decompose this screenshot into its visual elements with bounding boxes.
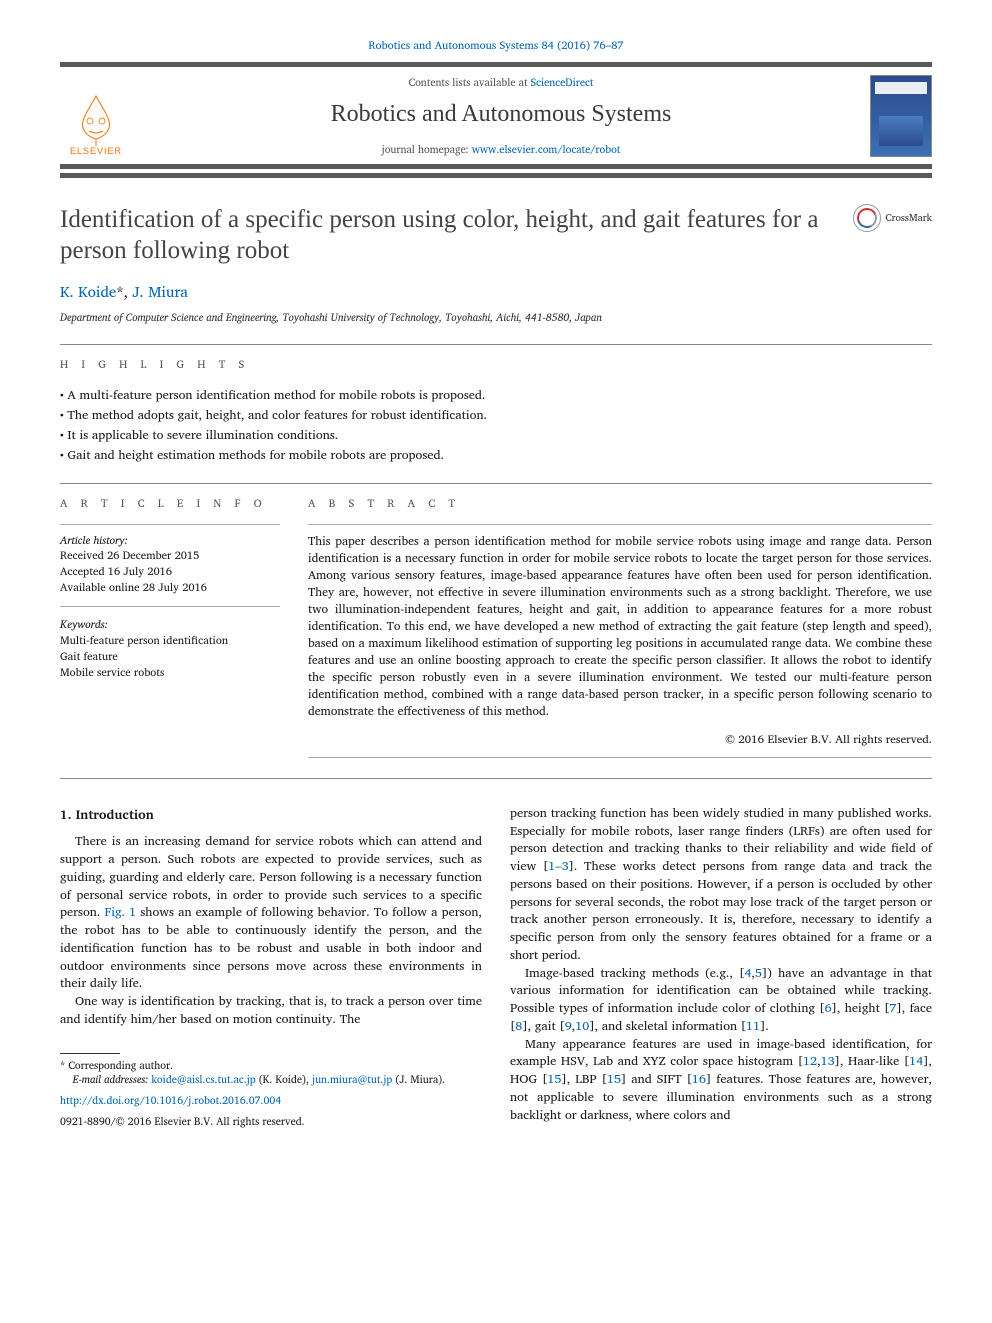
contents-prefix: Contents lists available at xyxy=(409,73,531,91)
email-label: E-mail addresses: xyxy=(73,1070,149,1088)
header-bottom-bar xyxy=(60,173,932,178)
highlight-item: Gait and height estimation methods for m… xyxy=(60,445,932,465)
abstract-copyright: © 2016 Elsevier B.V. All rights reserved… xyxy=(308,730,932,749)
body-divider xyxy=(60,778,932,779)
highlight-item: A multi-feature person identification me… xyxy=(60,385,932,405)
authors-line: K. Koide*, J. Miura xyxy=(60,279,932,304)
issn-copyright: 0921-8890/© 2016 Elsevier B.V. All right… xyxy=(60,1114,482,1129)
elsevier-wordmark: ELSEVIER xyxy=(70,146,122,156)
divider xyxy=(60,483,932,484)
divider xyxy=(60,344,932,345)
journal-header: ELSEVIER Contents lists available at Sci… xyxy=(60,62,932,169)
footnote-block: * Corresponding author. E-mail addresses… xyxy=(60,1053,482,1129)
abstract-label: A B S T R A C T xyxy=(308,494,932,512)
elsevier-tree-icon xyxy=(71,91,121,146)
corr-marker: * xyxy=(116,279,124,304)
journal-homepage-link[interactable]: www.elsevier.com/locate/robot xyxy=(472,140,621,158)
body-paragraph: person tracking function has been widely… xyxy=(510,805,932,965)
crossmark-label: CrossMark xyxy=(885,210,932,226)
body-paragraph: Image-based tracking methods (e.g., [4,5… xyxy=(510,965,932,1036)
author-link-2[interactable]: J. Miura xyxy=(132,279,188,304)
article-history: Article history: Received 26 December 20… xyxy=(60,533,280,682)
journal-homepage-line: journal homepage: www.elsevier.com/locat… xyxy=(148,140,854,158)
article-title: Identification of a specific person usin… xyxy=(60,204,841,267)
abstract-text: This paper describes a person identifica… xyxy=(308,533,932,720)
body-paragraph: There is an increasing demand for servic… xyxy=(60,833,482,993)
article-info-label: A R T I C L E I N F O xyxy=(60,494,280,512)
highlight-item: The method adopts gait, height, and colo… xyxy=(60,405,932,425)
highlight-item: It is applicable to severe illumination … xyxy=(60,425,932,445)
body-paragraph: One way is identification by tracking, t… xyxy=(60,993,482,1029)
journal-cover-thumbnail xyxy=(870,75,932,157)
email-link-2[interactable]: jun.miura@tut.jp xyxy=(312,1070,392,1088)
history-online: Available online 28 July 2016 xyxy=(60,580,280,596)
sciencedirect-link[interactable]: ScienceDirect xyxy=(531,73,594,91)
body-columns: 1. Introduction There is an increasing d… xyxy=(60,805,932,1128)
email-link-1[interactable]: koide@aisl.cs.tut.ac.jp xyxy=(151,1070,255,1088)
journal-name: Robotics and Autonomous Systems xyxy=(148,101,854,128)
crossmark-icon xyxy=(853,204,881,232)
citation-link[interactable]: Robotics and Autonomous Systems 84 (2016… xyxy=(368,36,623,54)
citation-ref-link[interactable]: 6 xyxy=(825,998,832,1018)
citation-bar: Robotics and Autonomous Systems 84 (2016… xyxy=(60,36,932,54)
highlights-label: H I G H L I G H T S xyxy=(60,355,932,373)
doi-link[interactable]: http://dx.doi.org/10.1016/j.robot.2016.0… xyxy=(60,1091,281,1109)
body-paragraph: Many appearance features are used in ima… xyxy=(510,1036,932,1125)
author-link-1[interactable]: K. Koide xyxy=(60,279,116,304)
section-heading: 1. Introduction xyxy=(60,805,482,823)
homepage-prefix: journal homepage: xyxy=(382,140,472,158)
affiliation: Department of Computer Science and Engin… xyxy=(60,308,932,326)
elsevier-logo: ELSEVIER xyxy=(60,76,132,156)
contents-available-line: Contents lists available at ScienceDirec… xyxy=(148,73,854,91)
keyword: Mobile service robots xyxy=(60,665,280,681)
crossmark-badge[interactable]: CrossMark xyxy=(853,204,932,232)
corr-marker: * xyxy=(60,1056,65,1074)
highlights-section: H I G H L I G H T S A multi-feature pers… xyxy=(60,355,932,465)
